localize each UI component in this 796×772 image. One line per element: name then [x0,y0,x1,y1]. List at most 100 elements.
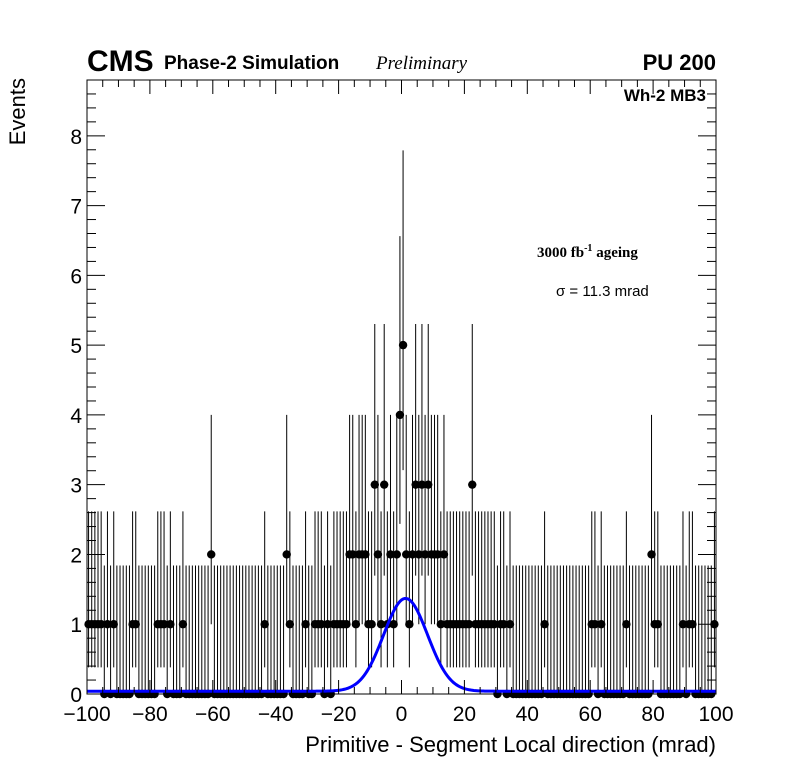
cms-label: CMS [87,45,154,78]
data-point [260,511,269,668]
y-tick-label: 1 [70,614,82,637]
marker [317,620,326,629]
y-axis-label: Events [5,78,30,145]
ageing-prefix: 3000 fb [537,245,584,261]
marker [490,620,499,629]
y-tick-label: 0 [70,684,82,707]
marker [499,620,508,629]
marker [424,480,433,489]
phase2-label: Phase-2 Simulation [164,53,339,74]
marker [417,480,427,489]
region-label: Wh-2 MB3 [624,86,706,105]
data-point [348,414,357,625]
data-point [351,511,361,668]
pileup-label: PU 200 [643,50,716,75]
data-point [678,511,688,668]
preliminary-label: Preliminary [375,53,468,74]
marker [468,480,477,489]
data-point [380,324,389,576]
data-point [540,511,549,668]
marker [282,550,291,559]
marker [370,480,379,489]
marker [373,550,383,559]
x-tick-label: 80 [641,703,664,726]
data-point [392,414,401,625]
data-point [159,511,169,668]
data-point [439,414,449,625]
marker [380,480,389,489]
marker [159,620,169,629]
x-tick-label: −20 [321,703,357,726]
y-tick-label: 5 [70,335,82,358]
data-point [490,511,499,668]
marker [386,550,395,559]
marker [367,620,376,629]
data-point [405,511,414,668]
marker [540,620,549,629]
marker [436,620,446,629]
marker [464,620,474,629]
data-point [395,236,405,524]
x-tick-label: 40 [516,703,539,726]
data-point [424,324,433,576]
data-point [386,414,395,625]
data-point [131,511,140,668]
marker [395,410,405,420]
data-point [373,414,383,625]
ageing-exponent: -1 [584,243,592,254]
marker [131,620,140,629]
marker [647,550,656,559]
gaussian-fit-curve [87,596,716,693]
marker [402,550,411,559]
marker [285,620,295,629]
data-point [688,511,697,668]
data-point [317,511,326,668]
marker [590,620,600,629]
marker [361,550,370,559]
data-point [653,511,663,668]
sigma-label: σ = 11.3 mrad [556,283,649,300]
marker [376,620,386,629]
data-point [590,511,600,668]
marker [408,550,417,559]
data-point [342,511,351,668]
marker [405,620,414,629]
data-point [505,511,515,668]
data-point [285,511,295,668]
data-point [417,324,427,576]
marker [688,620,697,629]
marker [389,620,398,629]
data-point [282,414,291,625]
marker [653,620,663,629]
marker [433,550,442,559]
data-point [389,511,398,668]
marker [414,550,423,559]
marker [260,620,269,629]
marker [323,620,332,629]
data-point [398,150,408,471]
marker [178,620,188,629]
y-tick-label: 7 [70,196,82,219]
marker [678,620,688,629]
data-point [647,414,656,625]
data-point [433,414,442,625]
data-point [436,511,446,668]
marker [166,620,175,629]
x-axis-label: Primitive - Segment Local direction (mra… [305,732,716,757]
y-tick-label: 4 [70,405,82,428]
y-tick-label: 3 [70,475,82,498]
data-point [166,511,175,668]
data-point [499,511,508,668]
x-tick-label: 60 [579,703,602,726]
x-tick-label: −100 [63,703,110,726]
x-tick-label: 100 [698,703,733,726]
axis-layer: −100 −80 −60 −40 −20 0 20 40 60 80 100 0 1 2 3 4 5 6 7 8 [63,80,734,726]
y-tick-label: 8 [70,126,82,149]
data-point [464,511,474,668]
marker [348,550,357,559]
data-layer [84,150,719,699]
data-point [207,414,216,625]
data-point [301,511,310,668]
marker [301,620,310,629]
marker [351,620,361,629]
